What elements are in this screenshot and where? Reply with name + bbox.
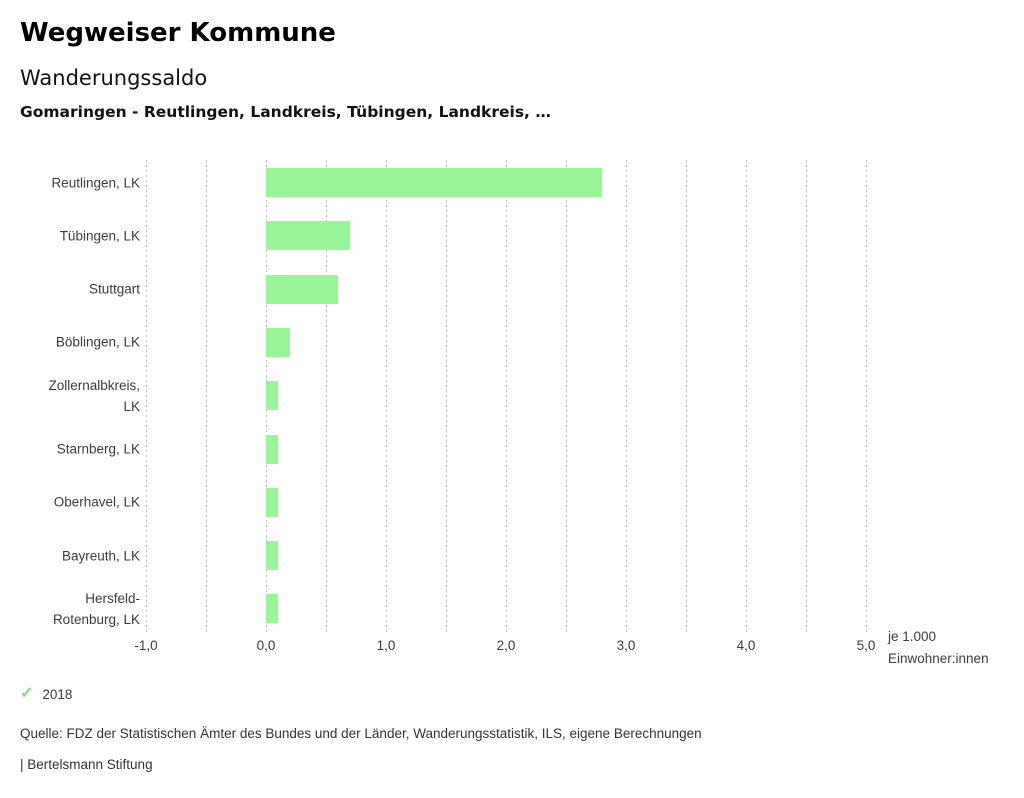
branding-note: | Bertelsmann Stiftung: [20, 757, 153, 772]
bar-2018[interactable]: [266, 274, 338, 304]
gridline: [506, 160, 507, 632]
category-label: Bayreuth, LK: [61, 548, 140, 564]
bar-2018[interactable]: [266, 381, 278, 411]
axis-unit-note-line1: je 1.000: [888, 629, 937, 644]
comparison-subtitle: Gomaringen - Reutlingen, Landkreis, Tübi…: [20, 103, 551, 121]
category-label: Oberhavel, LK: [53, 494, 140, 510]
category-label: Starnberg, LK: [56, 441, 140, 457]
category-label: Hersfeld- Rotenburg, LK: [52, 590, 140, 627]
gridline: [146, 160, 147, 632]
gridline: [386, 160, 387, 632]
gridline: [746, 160, 747, 632]
x-tick-label: 2,0: [496, 638, 516, 653]
x-tick-label: -1,0: [134, 638, 158, 653]
gridline: [686, 160, 687, 632]
category-label: Tübingen, LK: [59, 228, 140, 244]
x-tick-label: 3,0: [616, 638, 636, 653]
page-title: Wegweiser Kommune: [20, 18, 336, 48]
legend-item-2018[interactable]: ✓ 2018: [20, 686, 72, 702]
bar-2018[interactable]: [266, 594, 278, 624]
x-tick-label: 4,0: [736, 638, 756, 653]
gridline: [806, 160, 807, 632]
bar-2018[interactable]: [266, 487, 278, 517]
gridline: [446, 160, 447, 632]
x-tick-label: 5,0: [856, 638, 876, 653]
category-label: Stuttgart: [88, 281, 140, 297]
indicator-title: Wanderungssaldo: [20, 66, 208, 90]
bar-2018[interactable]: [266, 541, 278, 571]
source-note: Quelle: FDZ der Statistischen Ämter des …: [20, 726, 702, 741]
bar-2018[interactable]: [266, 168, 602, 197]
x-tick-label: 0,0: [256, 638, 276, 653]
gridline: [326, 160, 327, 632]
axis-unit-note-line2: Einwohner:innen: [888, 651, 989, 666]
bar-2018[interactable]: [266, 327, 290, 357]
gridline: [206, 160, 207, 632]
category-label: Böblingen, LK: [55, 334, 140, 350]
gridline: [626, 160, 627, 632]
gridline: [866, 160, 867, 632]
bar-2018[interactable]: [266, 434, 278, 464]
check-icon: ✓: [20, 685, 34, 702]
gridline: [566, 160, 567, 632]
x-tick-label: 1,0: [376, 638, 396, 653]
legend-year-label: 2018: [42, 686, 73, 702]
bar-2018[interactable]: [266, 221, 350, 251]
category-label: Reutlingen, LK: [51, 175, 140, 190]
axis-unit-note: je 1.000 Einwohner:innen: [888, 626, 989, 670]
category-label: Zollernalbkreis, LK: [48, 377, 140, 414]
